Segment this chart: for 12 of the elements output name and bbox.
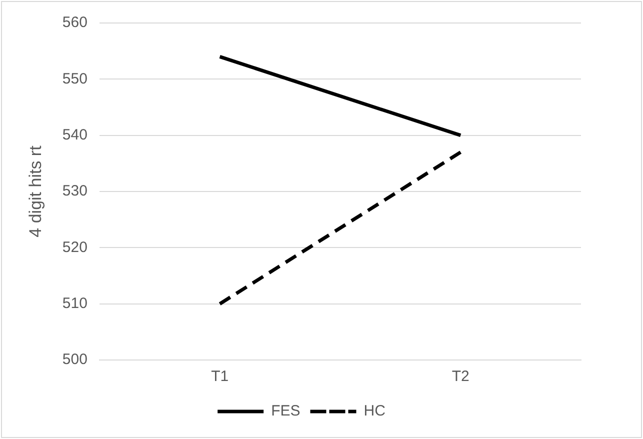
x-tick-label: T1 <box>211 368 229 386</box>
legend-label: FES <box>271 402 300 420</box>
y-tick-label: 510 <box>62 294 88 312</box>
y-tick-label: 530 <box>62 182 88 200</box>
y-tick-label: 500 <box>62 351 88 368</box>
y-tick-label: 520 <box>62 238 88 256</box>
y-tick-label: 540 <box>62 126 88 144</box>
x-tick-label: T2 <box>452 368 470 386</box>
legend-label: HC <box>364 402 386 420</box>
y-axis-title: 4 digit hits rt <box>26 145 45 238</box>
y-tick-label: 560 <box>62 14 88 32</box>
y-tick-label: 550 <box>62 70 88 88</box>
